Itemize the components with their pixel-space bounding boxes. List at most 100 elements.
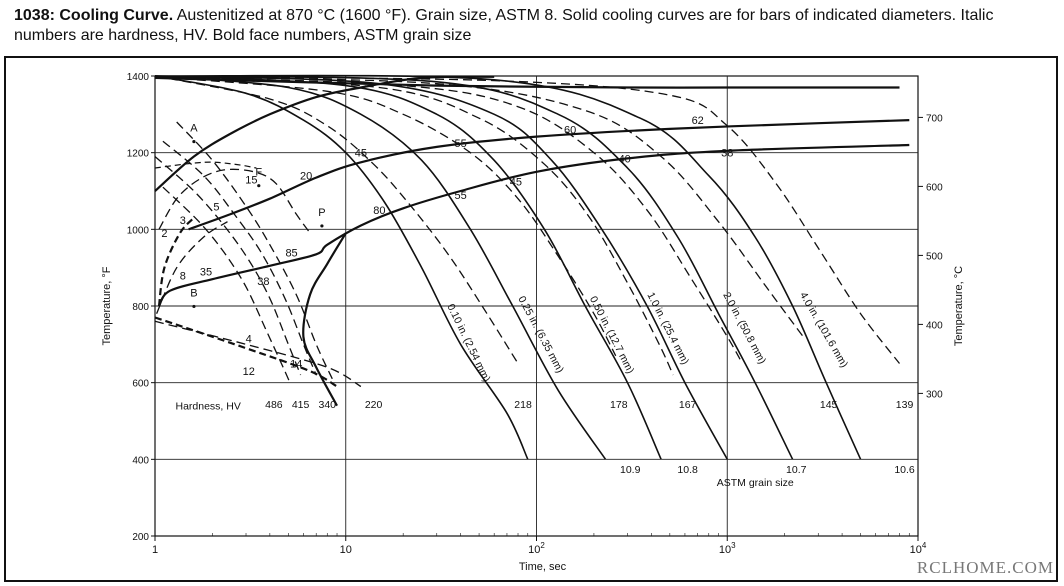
region-dot: [192, 304, 196, 309]
cooling-curve: [154, 74, 862, 460]
cooling-curves: [154, 74, 862, 460]
hardness-value: 178: [610, 399, 628, 411]
transformation-curve: [154, 75, 495, 192]
curve-hardness-label: 45: [355, 148, 367, 160]
hardness-value: 340: [318, 399, 336, 411]
x-tick-label: 10: [340, 544, 352, 556]
cooling-curve: [154, 75, 529, 460]
curve-hardness-label: 35: [200, 267, 212, 279]
curve-hardness-label: 8: [180, 270, 186, 282]
y2-axis-label: Temperature, °C: [953, 266, 965, 346]
region-dot: [320, 224, 324, 228]
grid: [155, 76, 918, 536]
curve-hardness-label: 5: [213, 201, 219, 213]
x-tick-label-exponent: 4: [922, 541, 927, 550]
y2-tick-label: 500: [926, 251, 943, 262]
curve-hardness-label: 14: [290, 359, 302, 371]
region-label: F: [255, 167, 262, 179]
hardness-value: 167: [679, 399, 697, 411]
watermark: RCLHOME.COM: [916, 558, 1054, 577]
y-tick-label: 1200: [127, 149, 150, 160]
axis-ticks: [151, 75, 923, 541]
hardness-value: 218: [514, 399, 532, 411]
curve-hardness-label: 55: [454, 138, 466, 150]
transformation-curve: [302, 232, 347, 407]
curve-hardness-label: 3: [180, 215, 186, 227]
curve-hardness-label: 55: [454, 190, 466, 202]
curve-hardness-label: 2: [161, 228, 167, 240]
dashed-curve: [154, 75, 519, 364]
transformation-regions: [154, 75, 910, 407]
grain-size-value: 10.9: [620, 464, 641, 476]
dashed-curve: [156, 221, 228, 314]
curve-hardness-label: 15: [245, 175, 257, 187]
bainite-finish-curve: [154, 316, 338, 388]
x-tick-label-base: 10: [910, 544, 922, 556]
x-tick-label-base: 10: [719, 544, 731, 556]
y-tick-label: 600: [132, 379, 149, 390]
curve-hardness-label: 38: [721, 148, 733, 160]
grain-size-value: 10.6: [894, 464, 915, 476]
x-axis-label: Time, sec: [519, 561, 567, 573]
y2-tick-label: 300: [926, 389, 943, 400]
hardness-value: 220: [365, 399, 383, 411]
y2-tick-label: 400: [926, 320, 943, 331]
x-tick-label-exponent: 2: [540, 541, 545, 550]
y-tick-label: 1000: [127, 225, 150, 236]
bainite-start-curve: [157, 217, 195, 307]
transformation-curve: [154, 76, 900, 89]
grain-size-value: 10.7: [786, 464, 807, 476]
figure-caption: Austenitized at 870 °C (1600 °F). Grain …: [14, 7, 994, 44]
dashed-curve: [162, 186, 291, 383]
x-tick-label: 1: [152, 544, 158, 556]
grain-size-value: 10.8: [677, 464, 698, 476]
cooling-curve: [154, 75, 794, 460]
y-tick-label: 800: [132, 302, 149, 313]
hardness-label: Hardness, HV: [175, 401, 240, 413]
y-tick-label: 1400: [127, 72, 150, 83]
hardness-value: 415: [292, 399, 310, 411]
cooling-curve-label: 4.0 in. (101.6 mm): [797, 290, 850, 370]
curve-hardness-label: 40: [619, 153, 631, 165]
figure-number: 1038: Cooling Curve.: [14, 7, 174, 24]
transformation-curve: [188, 119, 910, 231]
hardness-value: 486: [265, 399, 283, 411]
curve-hardness-label: 60: [564, 125, 576, 137]
y2-tick-label: 600: [926, 182, 943, 193]
region-dot: [192, 139, 196, 144]
curve-hardness-label: 85: [285, 247, 297, 259]
x-tick-label: 103: [719, 541, 736, 556]
hardness-value: 139: [896, 399, 914, 411]
x-tick-label: 104: [910, 541, 927, 556]
region-label: A: [190, 123, 198, 135]
ferrite-nose-curve: [154, 161, 257, 169]
grain-size-label: ASTM grain size: [717, 477, 794, 489]
cooling-curve-label: 0.10 in. (2.54 mm): [444, 302, 492, 384]
cooling-curve: [154, 75, 607, 460]
hardness-value: 145: [820, 399, 838, 411]
transformation-curve: [158, 143, 910, 307]
region-label: B: [190, 287, 197, 299]
curve-hardness-label: 62: [692, 115, 704, 127]
dashed-curves: [154, 75, 901, 388]
page-title: 1038: Cooling Curve. Austenitized at 870…: [14, 6, 1054, 46]
dashed-curve: [154, 76, 901, 364]
curve-hardness-label: 20: [300, 171, 312, 183]
x-tick-label: 102: [528, 541, 545, 556]
region-dot: [257, 184, 261, 188]
y-axis-label: Temperature, °F: [101, 266, 113, 345]
dashed-curve: [154, 156, 302, 376]
cooling-curve: [154, 75, 728, 460]
curve-hardness-label: 4: [246, 334, 252, 346]
curve-hardness-label: 12: [243, 366, 255, 378]
y-tick-label: 400: [132, 455, 149, 466]
y2-tick-label: 700: [926, 113, 943, 124]
x-tick-label-base: 10: [528, 544, 540, 556]
x-tick-label-exponent: 3: [731, 541, 736, 550]
dashed-curve: [154, 320, 362, 388]
curve-hardness-label: 80: [373, 205, 385, 217]
curve-hardness-label: 45: [510, 176, 522, 188]
dashed-curve: [154, 76, 674, 376]
dashed-curve: [176, 121, 333, 380]
